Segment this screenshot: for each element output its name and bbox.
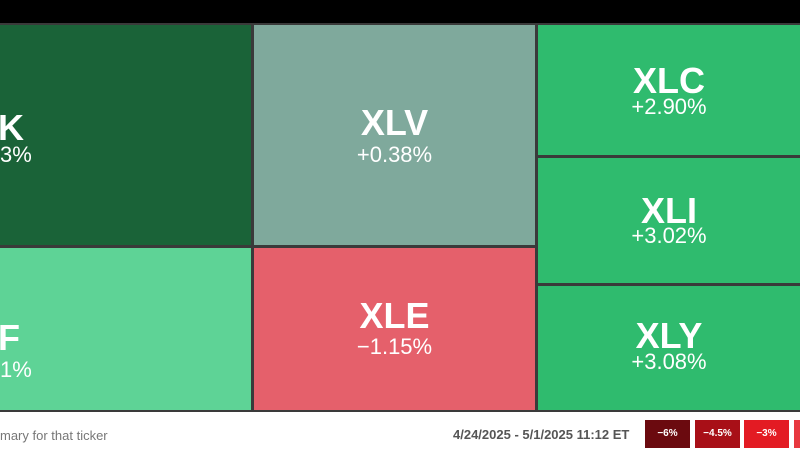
tile[interactable]: XLE −1.15% (254, 248, 535, 410)
top-bar (0, 0, 800, 23)
change: 1% (0, 357, 32, 382)
change: +2.90% (631, 94, 707, 119)
legend-box: −4.5% (695, 420, 740, 448)
legend-box (794, 420, 800, 448)
ticker: K (0, 107, 24, 148)
change: +3.02% (631, 223, 707, 248)
change: 3% (0, 142, 32, 167)
tile[interactable]: XLV +0.38% (254, 25, 535, 245)
ticker: XLC (633, 60, 705, 101)
tile[interactable]: XLC +2.90% (538, 25, 800, 155)
tile[interactable]: XLI +3.02% (538, 158, 800, 283)
hint: mary for that ticker (0, 428, 108, 443)
ticker: XLI (640, 190, 697, 231)
ticker: XLE (359, 295, 430, 336)
date-range: 4/24/2025 - 5/1/2025 11:12 ET (453, 427, 630, 442)
tile[interactable]: K 3% (0, 25, 251, 245)
ticker: XLY (635, 315, 703, 356)
legend-box: −6% (645, 420, 690, 448)
tile[interactable]: F 1% (0, 248, 251, 410)
footer: mary for that ticker 4/24/2025 - 5/1/202… (0, 412, 800, 450)
treemap: K 3% F 1% XLV +0.38% XLE −1.15% XLC +2.9… (0, 23, 800, 412)
legend-box: −3% (744, 420, 789, 448)
change: +3.08% (631, 349, 707, 374)
ticker: F (0, 317, 20, 358)
tile[interactable]: XLY +3.08% (538, 286, 800, 410)
change: +0.38% (356, 142, 433, 167)
change: −1.15% (356, 334, 433, 359)
ticker: XLV (360, 102, 429, 143)
